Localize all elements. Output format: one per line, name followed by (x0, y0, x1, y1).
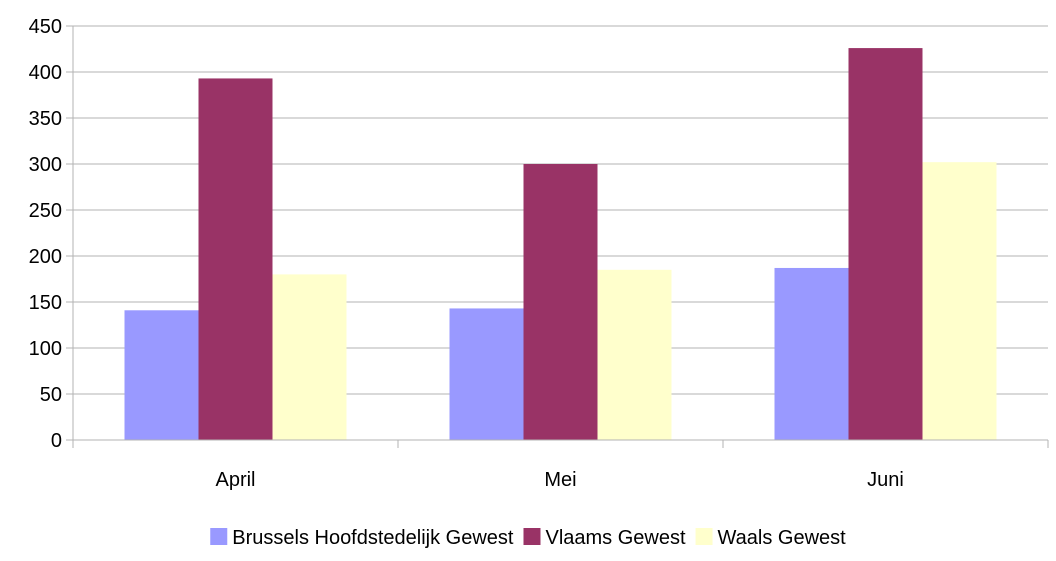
bar (125, 310, 199, 440)
legend-swatch (696, 528, 713, 545)
y-tick-label: 350 (29, 108, 62, 130)
bar (775, 268, 849, 440)
bar (524, 164, 598, 440)
legend-label: Waals Gewest (718, 527, 847, 549)
legend: Brussels Hoofdstedelijk Gewest Vlaams Gew… (210, 527, 846, 549)
bar (849, 48, 923, 440)
y-tick-label: 150 (29, 292, 62, 314)
bar (273, 274, 347, 440)
bar (199, 78, 273, 440)
y-tick-label: 50 (40, 384, 62, 406)
x-tick-label: Juni (867, 469, 904, 491)
legend-label: Brussels Hoofdstedelijk Gewest (232, 527, 514, 549)
y-tick-label: 450 (29, 16, 62, 38)
y-tick-label: 250 (29, 200, 62, 222)
bar (450, 308, 524, 440)
legend-swatch (523, 528, 540, 545)
bar (923, 162, 997, 440)
y-tick-label: 0 (51, 430, 62, 452)
x-tick-label: April (215, 469, 255, 491)
y-tick-label: 100 (29, 338, 62, 360)
x-tick-label: Mei (544, 469, 576, 491)
legend-label: Vlaams Gewest (545, 527, 685, 549)
bar (598, 270, 672, 440)
y-tick-label: 400 (29, 62, 62, 84)
bars (125, 48, 997, 440)
legend-swatch (210, 528, 227, 545)
y-tick-label: 300 (29, 154, 62, 176)
y-tick-label: 200 (29, 246, 62, 268)
